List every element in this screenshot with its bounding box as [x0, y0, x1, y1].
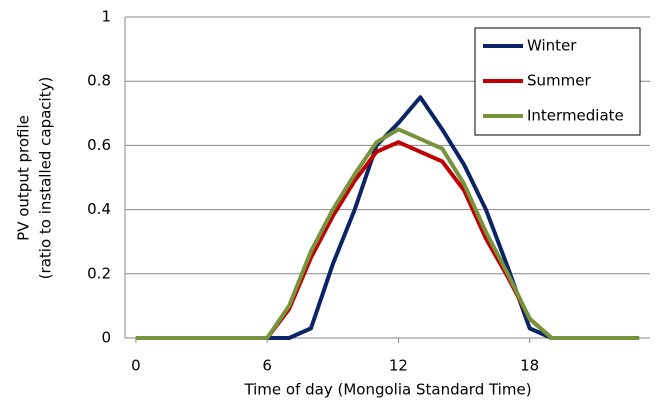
- x-axis-title: Time of day (Mongolia Standard Time): [243, 381, 531, 399]
- line-series: [135, 127, 640, 340]
- legend-label: Summer: [527, 72, 591, 90]
- legend-label: Winter: [527, 37, 577, 55]
- y-tick-label: 0.6: [87, 136, 111, 154]
- x-tick-label: 0: [131, 357, 141, 375]
- x-tick-label: 12: [389, 357, 408, 375]
- y-tick-label: 1: [101, 8, 111, 26]
- y-axis-title: PV output profile: [15, 115, 33, 241]
- y-tick-label: 0.2: [87, 264, 111, 282]
- y-tick-label: 0.8: [87, 72, 111, 90]
- y-tick-label: 0: [101, 329, 111, 347]
- x-tick-label: 6: [262, 357, 272, 375]
- x-tick-label: 18: [520, 357, 539, 375]
- y-axis-title: (ratio to installed capacity): [37, 77, 55, 280]
- line-series: [135, 140, 640, 340]
- y-tick-label: 0.4: [87, 200, 111, 218]
- legend-label: Intermediate: [527, 107, 624, 125]
